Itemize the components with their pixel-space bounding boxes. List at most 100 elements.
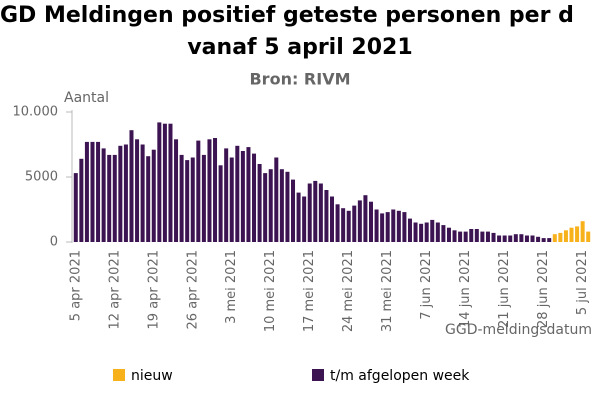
bar — [530, 235, 535, 242]
bar — [413, 222, 418, 242]
bar — [207, 139, 212, 242]
bar — [569, 227, 574, 242]
bar — [263, 173, 268, 242]
bar — [307, 183, 312, 242]
y-axis-label: Aantal — [64, 90, 109, 106]
bar — [474, 229, 479, 242]
bar — [502, 235, 507, 242]
bar — [179, 154, 184, 242]
bar — [497, 235, 502, 242]
bar — [318, 183, 323, 242]
bar — [346, 210, 351, 242]
bar — [385, 212, 390, 242]
bar — [129, 130, 134, 242]
bar — [341, 208, 346, 242]
bar — [196, 140, 201, 242]
bar — [257, 164, 262, 242]
x-tick-label: 26 apr 2021 — [185, 250, 200, 329]
bar — [101, 148, 106, 242]
x-tick-label: 7 jun 2021 — [419, 250, 434, 320]
bar — [313, 180, 318, 242]
legend-swatch — [312, 369, 324, 381]
x-tick-label: 3 mei 2021 — [224, 250, 239, 324]
bar — [563, 230, 568, 242]
bar — [552, 234, 557, 242]
bar — [469, 229, 474, 242]
bar — [480, 231, 485, 242]
bar — [335, 204, 340, 242]
bar — [118, 145, 123, 242]
x-tick-label: 5 jul 2021 — [575, 250, 590, 315]
bar — [268, 169, 273, 242]
bar — [229, 157, 234, 242]
bar — [363, 195, 368, 242]
bar — [324, 190, 329, 242]
bar — [79, 158, 84, 242]
bar — [279, 169, 284, 242]
bar — [240, 151, 245, 242]
bar — [407, 218, 412, 242]
bar — [485, 231, 490, 242]
bar — [162, 123, 167, 242]
chart-subtitle: Bron: RIVM — [249, 70, 350, 89]
bar — [380, 213, 385, 242]
bar — [458, 231, 463, 242]
bar — [547, 238, 552, 242]
bar — [252, 153, 257, 242]
legend-label: t/m afgelopen week — [330, 368, 470, 384]
bar — [513, 234, 518, 242]
bar — [580, 221, 585, 242]
bar — [224, 148, 229, 242]
bar — [190, 157, 195, 242]
bar — [123, 144, 128, 242]
bar — [246, 147, 251, 242]
bar — [430, 219, 435, 242]
y-tick-label: 5000 — [25, 170, 58, 185]
bar — [285, 171, 290, 242]
bar — [151, 149, 156, 242]
x-tick-label: 5 apr 2021 — [68, 250, 83, 321]
bar — [112, 154, 117, 242]
bar — [541, 238, 546, 242]
bar — [368, 201, 373, 242]
x-tick-label: 12 apr 2021 — [107, 250, 122, 329]
bar — [463, 231, 468, 242]
bar — [558, 232, 563, 242]
bar — [586, 231, 591, 242]
bar — [201, 154, 206, 242]
bar — [291, 179, 296, 242]
bar — [96, 141, 101, 242]
bar — [174, 139, 179, 242]
bar — [419, 223, 424, 242]
bar — [441, 225, 446, 242]
bar — [302, 196, 307, 242]
bar — [391, 209, 396, 242]
x-tick-label: 24 mei 2021 — [341, 250, 356, 332]
bar — [491, 232, 496, 242]
bar — [536, 236, 541, 242]
bar — [218, 165, 223, 242]
bar — [90, 141, 95, 242]
bar — [168, 123, 173, 242]
chart-title: vanaf 5 april 2021 — [187, 35, 412, 60]
bar — [146, 156, 151, 242]
bar — [524, 235, 529, 242]
bar — [424, 222, 429, 242]
bar — [352, 205, 357, 242]
bar — [157, 122, 162, 242]
x-tick-label: 21 jun 2021 — [497, 250, 512, 328]
bar — [435, 222, 440, 242]
x-tick-label: 17 mei 2021 — [302, 250, 317, 332]
bar — [329, 196, 335, 242]
y-tick-label: 0 — [50, 235, 58, 250]
bar — [140, 144, 145, 242]
chart-title: GD Meldingen positief geteste personen p… — [0, 3, 574, 28]
bar — [135, 139, 140, 242]
bar — [296, 192, 301, 242]
bar — [107, 154, 112, 242]
bar — [73, 173, 78, 242]
bar — [575, 226, 580, 242]
bar — [402, 212, 407, 242]
x-tick-label: 19 apr 2021 — [146, 250, 161, 329]
